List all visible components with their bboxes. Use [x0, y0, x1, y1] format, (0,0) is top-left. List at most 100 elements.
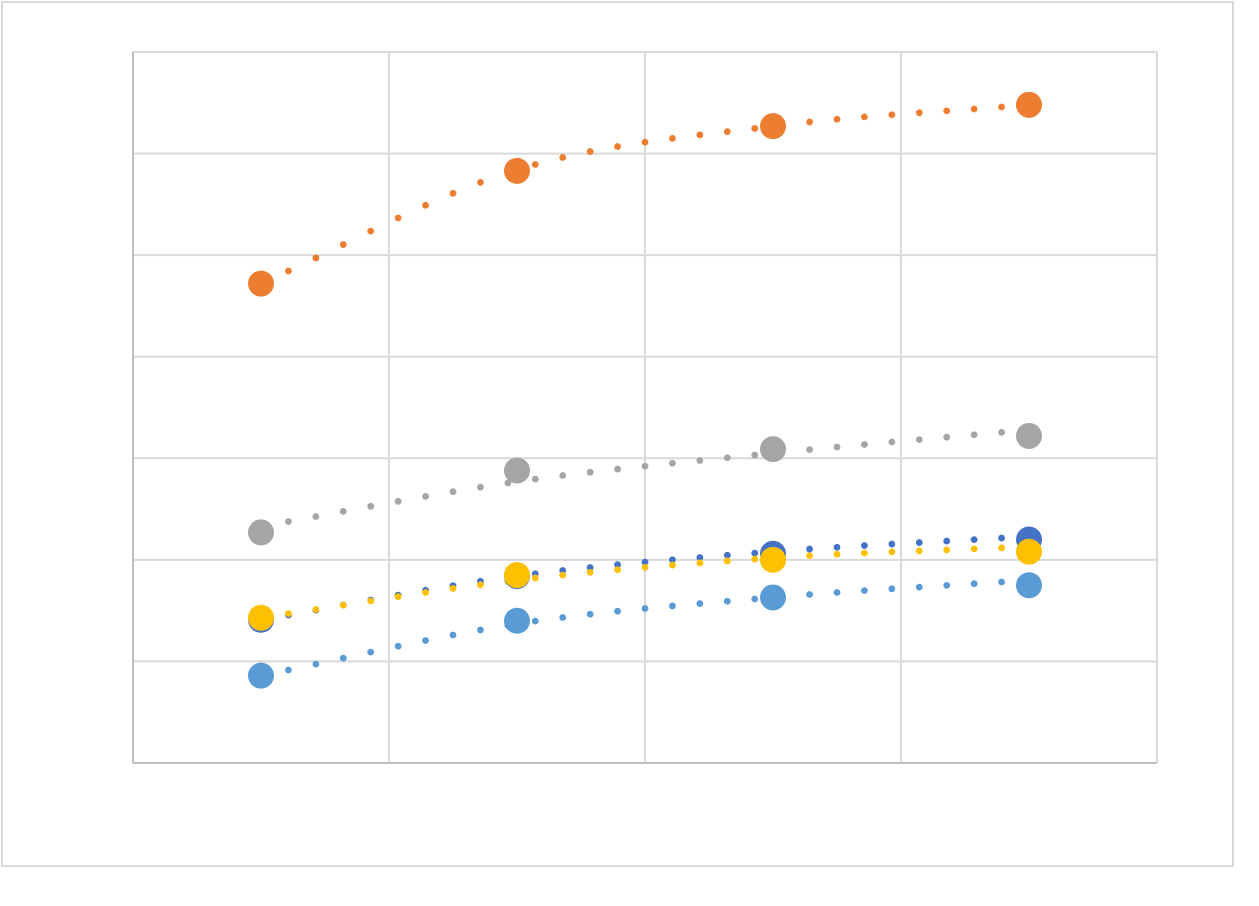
trendline-dot: [422, 493, 429, 500]
data-point: [248, 662, 274, 689]
trendline-dot: [861, 587, 868, 594]
trendline-dot: [669, 561, 676, 569]
data-point: [1016, 572, 1042, 599]
trendline-dot: [861, 549, 868, 557]
data-point: [504, 562, 530, 589]
trendline-dot: [449, 189, 457, 197]
trendline-dot: [915, 539, 923, 546]
trendline-dot: [669, 602, 676, 610]
trendline-dot: [861, 113, 868, 121]
trendline-dot: [312, 660, 320, 668]
data-point: [1016, 538, 1042, 565]
trendline-dot: [861, 441, 868, 448]
trendline-dot: [723, 551, 731, 559]
trendline-dot: [696, 554, 704, 561]
trendline-dot: [531, 475, 539, 483]
data-point: [760, 546, 786, 573]
trendline-dot: [833, 589, 841, 596]
data-point: [504, 607, 530, 634]
trendline-dot: [449, 631, 457, 639]
trendline-dot: [531, 161, 539, 168]
data-point: [760, 584, 786, 611]
trendline-dot: [751, 451, 759, 459]
trendline-dot: [915, 583, 923, 591]
trendline-dot: [915, 436, 923, 443]
trendline-dot: [998, 428, 1005, 436]
data-point: [248, 270, 274, 297]
trendline-dot: [943, 433, 951, 441]
trendline-dot: [915, 547, 923, 555]
trendline-dot: [970, 580, 978, 588]
trendline-dot: [888, 585, 896, 593]
trendline-dot: [833, 115, 841, 123]
trendline-dot: [312, 254, 320, 262]
trendline-dot: [888, 548, 896, 556]
trendline-dot: [641, 462, 649, 470]
trendline-dot: [449, 488, 457, 496]
data-point: [1016, 422, 1042, 449]
trendline-dot: [339, 241, 347, 248]
trendline-dot: [559, 154, 567, 161]
trendline-dot: [806, 591, 813, 598]
trendline-dot: [586, 610, 594, 618]
trendline-dot: [998, 534, 1005, 542]
trendline-dot: [943, 582, 951, 589]
trendline-dot: [614, 561, 621, 569]
trendline-dot: [367, 227, 375, 235]
trendline-dot: [723, 557, 731, 565]
trendline-dot: [614, 143, 621, 150]
trendline-dot: [422, 589, 429, 596]
data-points: [248, 91, 1042, 689]
trendline-dot: [723, 454, 731, 462]
trendline-dot: [367, 648, 375, 656]
trendline-dot: [614, 566, 621, 574]
trendline-dot: [888, 540, 896, 548]
trendline-dot: [861, 542, 868, 550]
data-point: [504, 157, 530, 184]
trendline-dot: [943, 107, 951, 115]
trendline-dot: [477, 483, 484, 491]
trendline-dot: [970, 105, 978, 113]
gridlines: [133, 51, 1158, 763]
trendline-dot: [394, 593, 402, 601]
trendline-dot: [339, 601, 347, 609]
trendline-dot: [696, 559, 704, 567]
trendline-dot: [998, 578, 1005, 586]
trendline-dot: [586, 564, 594, 571]
trendline-dot: [394, 497, 402, 505]
trendline-dot: [751, 555, 759, 563]
trendline-dot: [367, 502, 375, 510]
trendline-dot: [943, 537, 951, 545]
trendline-dot: [641, 138, 649, 146]
trendline-dot: [806, 545, 813, 553]
trendline-dot: [970, 536, 978, 543]
trendline-dot: [669, 556, 676, 564]
trendline-dot: [806, 446, 813, 454]
trendline-dot: [339, 508, 347, 515]
trendline-dot: [669, 135, 676, 142]
trendline-dot: [751, 125, 759, 132]
trendline-dot: [915, 109, 923, 117]
trendline-dot: [806, 118, 813, 126]
trendline: [285, 103, 1005, 275]
trendline-dot: [422, 201, 429, 209]
trendline-dot: [833, 443, 841, 451]
data-point: [248, 519, 274, 546]
trendline-dot: [531, 574, 539, 582]
data-point: [248, 604, 274, 631]
trendline-dot: [559, 614, 567, 621]
trendline-dot: [477, 581, 484, 589]
trendline-dot: [477, 178, 484, 186]
trendline-dot: [970, 431, 978, 439]
trendline-dot: [285, 267, 292, 275]
trendline-dot: [751, 549, 759, 557]
trendline-dot: [285, 610, 292, 618]
trendline-dot: [285, 666, 292, 674]
trendline-dot: [312, 606, 320, 613]
trendline-dot: [751, 595, 759, 603]
trendline-dot: [586, 468, 594, 476]
trendline-dot: [586, 568, 594, 576]
trendline-dot: [723, 128, 731, 136]
trendline-dot: [943, 546, 951, 554]
